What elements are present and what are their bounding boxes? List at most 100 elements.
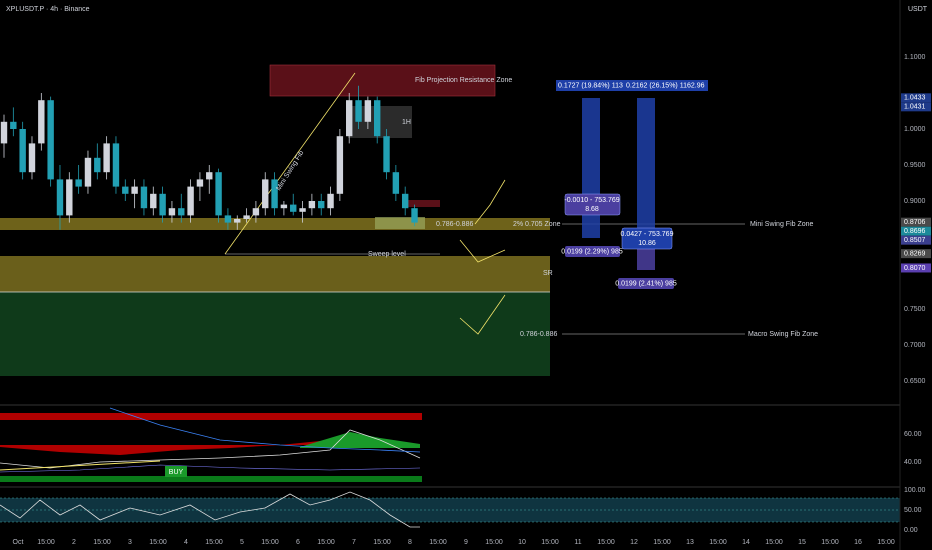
- time-tick-label: 16: [854, 539, 862, 546]
- time-tick-label: 14: [742, 539, 750, 546]
- time-tick-label: 2: [72, 539, 76, 546]
- measure-text: -0.0010 - 753.769: [564, 197, 619, 204]
- price-badge: [901, 263, 931, 273]
- time-tick-label: 10: [518, 539, 526, 546]
- price-badge: [901, 93, 931, 103]
- indicator-band: [0, 413, 422, 420]
- price-badge: [901, 235, 931, 245]
- candle-body: [56, 179, 64, 216]
- price-badge-label: 1.0431: [904, 104, 926, 111]
- measure-text: 0.0427 - 753.769: [621, 231, 674, 238]
- measure-text: 0.0199 (2.29%) 985: [561, 248, 623, 255]
- indicator-tick: 40.00: [904, 459, 922, 466]
- buy-label-bg: [165, 466, 187, 477]
- candle-body: [215, 172, 222, 216]
- price-tick-label: 0.6500: [904, 378, 926, 385]
- candle-body: [364, 100, 372, 122]
- annotation: 0.786-0.886: [520, 331, 557, 338]
- annotation: 0.786-0.886: [436, 221, 473, 228]
- arrow-up: [474, 179, 506, 225]
- rsi-line: [0, 491, 420, 528]
- arrow-macro: [459, 294, 506, 335]
- candle-body: [411, 208, 418, 223]
- candle-body: [0, 121, 8, 144]
- candle-body: [206, 172, 213, 180]
- candle-body: [262, 179, 269, 209]
- candle-body: [299, 208, 306, 212]
- candle-body: [140, 186, 148, 209]
- time-tick-label: 7: [352, 539, 356, 546]
- time-tick-label: 15:00: [205, 539, 223, 546]
- candle-body: [374, 100, 381, 137]
- annotation: Mini Swing Fib Zone: [750, 221, 814, 228]
- candle-body: [187, 186, 194, 216]
- price-badge-label: 0.8269: [904, 250, 926, 257]
- divergence-line: [0, 460, 161, 471]
- time-tick-label: 15:00: [597, 539, 615, 546]
- time-tick-label: 15:00: [373, 539, 391, 546]
- annotation: Fib Projection Resistance Zone: [415, 77, 512, 84]
- price-badge: [901, 249, 931, 259]
- macro-fib-zone: [0, 292, 550, 376]
- price-tick-label: 0.7500: [904, 306, 926, 313]
- time-tick-label: 15:00: [765, 539, 783, 546]
- candle-body: [150, 193, 157, 209]
- annotation: 1H: [402, 119, 411, 126]
- price-badge-label: 0.8507: [904, 237, 926, 244]
- time-tick-label: 12: [630, 539, 638, 546]
- indicator-line: [0, 464, 421, 473]
- swing-line: [224, 72, 356, 255]
- indicator-band: [0, 476, 422, 482]
- price-tick-label: 1.1000: [904, 54, 926, 61]
- time-tick-label: 15: [798, 539, 806, 546]
- indicator-line: [0, 429, 421, 469]
- indicator-area: [300, 432, 420, 448]
- time-tick-label: Oct: [13, 539, 24, 546]
- measure-box: [621, 227, 673, 250]
- measure-text: 8.68: [585, 206, 599, 213]
- candle-body: [318, 201, 325, 209]
- candle-body: [336, 136, 344, 194]
- annotation: SR: [543, 270, 553, 277]
- arrow-zig: [459, 239, 506, 263]
- indicator-line: [109, 407, 421, 453]
- candle-body: [234, 219, 241, 223]
- time-tick-label: 15:00: [485, 539, 503, 546]
- candle-body: [224, 215, 232, 223]
- time-tick-label: 6: [296, 539, 300, 546]
- time-tick-label: 9: [464, 539, 468, 546]
- candle-body: [327, 193, 334, 209]
- price-badge-label: 0.8696: [904, 228, 926, 235]
- indicator-tick: 50.00: [904, 507, 922, 514]
- price-badge: [901, 226, 931, 236]
- measure-bar-tail: [637, 246, 655, 270]
- candle-body: [47, 100, 54, 180]
- candle-body: [252, 208, 260, 216]
- measure-text: 0.1727 (19.84%) 113: [558, 82, 623, 89]
- small-red-box: [405, 200, 440, 207]
- time-tick-label: 15:00: [37, 539, 55, 546]
- candle-body: [131, 186, 138, 194]
- candle-body: [178, 208, 185, 216]
- candle-body: [271, 179, 278, 209]
- price-badge: [901, 217, 931, 227]
- price-tick-label: 1.0000: [904, 126, 926, 133]
- annotation: Macro Swing Fib Zone: [748, 331, 818, 338]
- price-tick-label: 0.9500: [904, 162, 926, 169]
- measure-box: [618, 278, 674, 289]
- time-tick-label: 5: [240, 539, 244, 546]
- time-tick-label: 15:00: [149, 539, 167, 546]
- time-tick-label: 15:00: [93, 539, 111, 546]
- candle-body: [243, 215, 250, 219]
- candle-body: [168, 208, 176, 216]
- time-tick-label: 15:00: [653, 539, 671, 546]
- candle-body: [75, 179, 82, 187]
- price-tick-label: 0.9000: [904, 198, 926, 205]
- indicator-area: [0, 440, 340, 455]
- candle-body: [280, 204, 288, 209]
- price-badge: [901, 102, 931, 112]
- candle-body: [355, 100, 362, 122]
- time-tick-label: 3: [128, 539, 132, 546]
- price-badge-label: 1.0433: [904, 95, 926, 102]
